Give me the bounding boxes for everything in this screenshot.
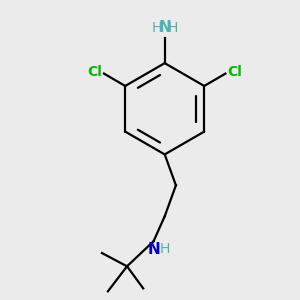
Text: H: H [160, 242, 170, 256]
Text: Cl: Cl [87, 65, 102, 80]
Text: N: N [158, 20, 171, 34]
Text: N: N [147, 242, 160, 257]
Text: H: H [168, 21, 178, 34]
Text: H: H [151, 21, 162, 34]
Text: Cl: Cl [227, 65, 242, 80]
